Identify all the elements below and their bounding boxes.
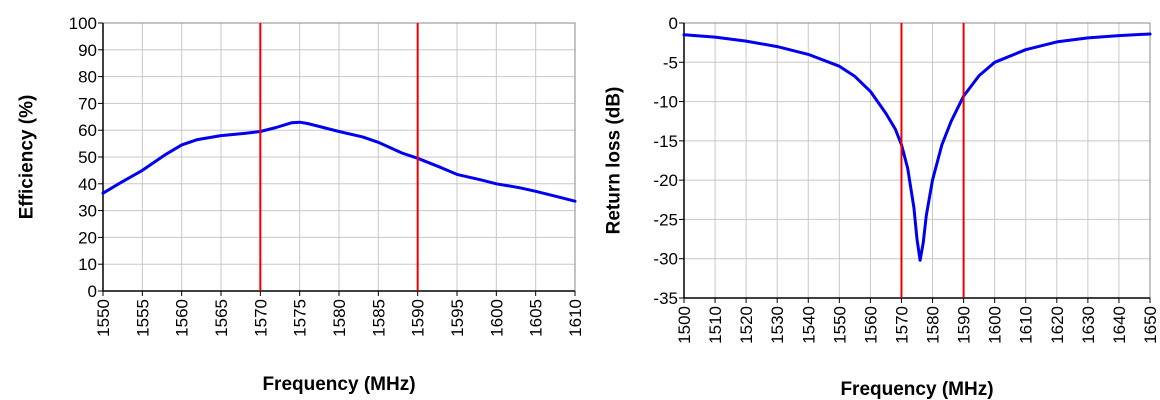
y-tick-label: 40 — [78, 175, 97, 194]
return-loss-chart: 1500 1510 1520 1530 1540 1550 1560 1570 1580 1590… — [604, 14, 1160, 400]
x-tick-label: 1500 — [675, 306, 694, 344]
x-tick-label: 1560 — [861, 306, 880, 344]
y-tick-label: 0 — [88, 282, 97, 301]
y-tick-label: -30 — [653, 250, 678, 269]
x-tick-label: 1555 — [133, 299, 152, 337]
x-tick-label: 1600 — [986, 306, 1005, 344]
x-tick-label: 1550 — [830, 306, 849, 344]
x-tick-label: 1550 — [94, 299, 113, 337]
x-tick-label: 1605 — [527, 299, 546, 337]
y-tick-label: 10 — [78, 255, 97, 274]
x-tick-label: 1590 — [409, 299, 428, 337]
y-tick-label: 100 — [69, 14, 97, 33]
y-tick-label: -20 — [653, 171, 678, 190]
y-tick-label: -10 — [653, 93, 678, 112]
x-tick-label: 1600 — [487, 299, 506, 337]
x-tick-label: 1575 — [291, 299, 310, 337]
x-tick-label: 1570 — [892, 306, 911, 344]
x-tick-label: 1540 — [799, 306, 818, 344]
y-tick-label: -35 — [653, 289, 678, 308]
x-tick-label: 1630 — [1079, 306, 1098, 344]
y-tick-label: -15 — [653, 132, 678, 151]
x-tick-label: 1595 — [448, 299, 467, 337]
x-tick-label: 1565 — [212, 299, 231, 337]
y-tick-label: -25 — [653, 210, 678, 229]
x-axis-title: Frequency (MHz) — [262, 374, 415, 395]
y-tick-label: 90 — [78, 41, 97, 60]
y-axis-title: Return loss (dB) — [604, 87, 625, 235]
x-tick-label: 1640 — [1110, 306, 1129, 344]
x-tick-label: 1520 — [737, 306, 756, 344]
y-tick-label: 60 — [78, 121, 97, 140]
y-tick-label: 30 — [78, 202, 97, 221]
series-line — [682, 32, 1152, 262]
x-tick-label: 1610 — [566, 299, 585, 337]
plot-frame — [683, 22, 1151, 299]
y-tick-label: 80 — [78, 68, 97, 87]
y-tick-label: 20 — [78, 228, 97, 247]
y-axis-title: Efficiency (%) — [17, 95, 38, 220]
y-tick-label: 70 — [78, 94, 97, 113]
x-tick-label: 1530 — [768, 306, 787, 344]
x-tick-label: 1590 — [955, 306, 974, 344]
y-tick-label: 50 — [78, 148, 97, 167]
y-tick-label: -5 — [663, 53, 678, 72]
x-tick-label: 1560 — [173, 299, 192, 337]
x-tick-label: 1610 — [1017, 306, 1036, 344]
x-tick-label: 1510 — [706, 306, 725, 344]
x-axis-title: Frequency (MHz) — [840, 379, 993, 400]
x-tick-label: 1580 — [330, 299, 349, 337]
y-tick-label: 0 — [669, 14, 678, 33]
x-tick-label: 1580 — [924, 306, 943, 344]
x-tick-label: 1585 — [369, 299, 388, 337]
series-line — [101, 120, 577, 203]
x-tick-label: 1570 — [251, 299, 270, 337]
x-tick-label: 1620 — [1048, 306, 1067, 344]
efficiency-chart: 1550 1555 1560 1565 1570 1575 1580 1585 1590 1595… — [17, 14, 585, 395]
x-tick-label: 1650 — [1141, 306, 1160, 344]
